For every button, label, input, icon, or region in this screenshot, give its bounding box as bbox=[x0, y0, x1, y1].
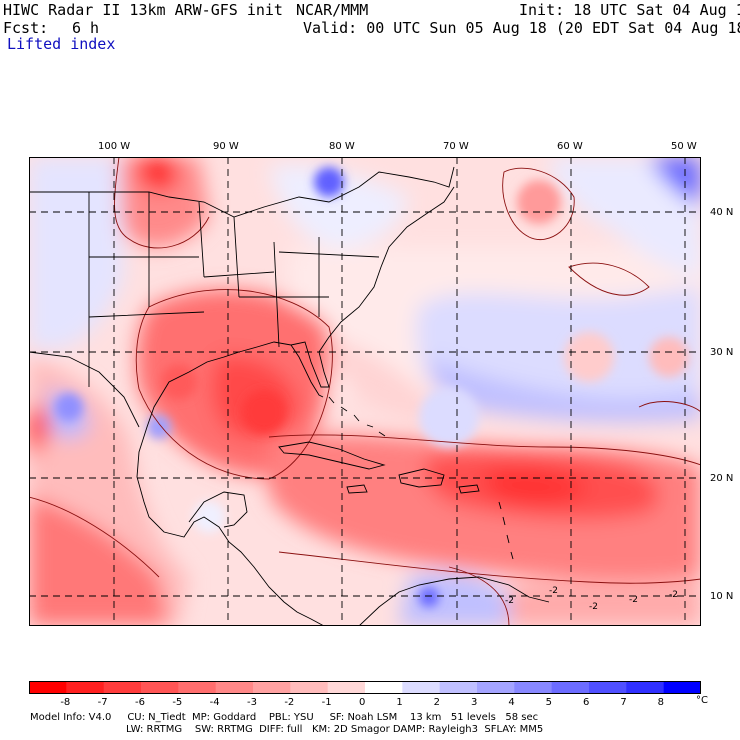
colorbar-swatch bbox=[626, 681, 665, 694]
graticule bbox=[29, 157, 701, 626]
shading-field bbox=[29, 157, 701, 626]
colorbar-unit: °C bbox=[696, 695, 708, 706]
colorbar-swatch bbox=[663, 681, 701, 694]
colorbar-tick-label: -4 bbox=[209, 697, 220, 708]
lat-label-30n: 30 N bbox=[710, 347, 734, 358]
colorbar-swatch bbox=[253, 681, 291, 694]
lon-label-50w: 50 W bbox=[671, 141, 697, 152]
colorbar-swatch bbox=[589, 681, 627, 694]
lat-label-10n: 10 N bbox=[710, 591, 734, 602]
contour-lines bbox=[29, 157, 701, 626]
colorbar-tick-label: -3 bbox=[247, 697, 257, 708]
lat-label-40n: 40 N bbox=[710, 207, 734, 218]
colorbar-swatch bbox=[29, 681, 67, 694]
colorbar-swatch bbox=[402, 681, 441, 694]
colorbar bbox=[29, 681, 701, 694]
colorbar-swatch bbox=[514, 681, 553, 694]
lon-label-70w: 70 W bbox=[443, 141, 469, 152]
colorbar-swatch bbox=[439, 681, 478, 694]
lon-label-90w: 90 W bbox=[213, 141, 239, 152]
shading-detail bbox=[55, 167, 689, 607]
model-title: HIWC Radar II 13km ARW-GFS init bbox=[3, 1, 283, 19]
contour-label: -2 bbox=[629, 595, 638, 605]
colorbar-tick-label: 4 bbox=[508, 697, 515, 708]
colorbar-tick-label: -6 bbox=[135, 697, 145, 708]
colorbar-tick-label: -1 bbox=[321, 697, 332, 708]
lon-label-60w: 60 W bbox=[557, 141, 583, 152]
lifted-index-map: -2 -2 -2 -2 -2 bbox=[29, 157, 701, 626]
colorbar-tick-label: 5 bbox=[545, 697, 553, 708]
colorbar-swatch bbox=[66, 681, 105, 694]
colorbar-tick-label: 8 bbox=[657, 697, 665, 708]
colorbar-swatch bbox=[178, 681, 217, 694]
contour-label: -2 bbox=[669, 590, 678, 600]
colorbar-tick-label: 7 bbox=[620, 697, 627, 708]
colorbar-tick-label: 6 bbox=[583, 697, 590, 708]
contour-label: -2 bbox=[549, 586, 558, 596]
colorbar-swatch bbox=[141, 681, 179, 694]
init-time: Init: 18 UTC Sat 04 Aug 18 bbox=[519, 1, 740, 19]
forecast-hour: 6 h bbox=[72, 19, 100, 37]
map-frame bbox=[29, 157, 701, 626]
forecast-label: Fcst: bbox=[3, 19, 49, 37]
colorbar-swatch bbox=[103, 681, 142, 694]
field-name: Lifted index bbox=[7, 35, 116, 53]
colorbar-tick-label: -5 bbox=[172, 697, 183, 708]
colorbar-tick-label: -2 bbox=[284, 697, 295, 708]
org-label: NCAR/MMM bbox=[296, 1, 369, 19]
colorbar-tick-label: 3 bbox=[471, 697, 478, 708]
lat-label-20n: 20 N bbox=[710, 473, 734, 484]
model-info-line2: LW: RRTMG SW: RRTMG DIFF: full KM: 2D Sm… bbox=[126, 724, 544, 735]
coastlines bbox=[29, 166, 550, 626]
valid-time: Valid: 00 UTC Sun 05 Aug 18 (20 EDT Sat … bbox=[303, 19, 740, 37]
colorbar-swatch bbox=[365, 681, 403, 694]
colorbar-tick-label: 2 bbox=[433, 697, 441, 708]
contour-label: -2 bbox=[589, 602, 598, 612]
colorbar-tick-label: -7 bbox=[97, 697, 108, 708]
lon-label-80w: 80 W bbox=[329, 141, 355, 152]
colorbar-swatch bbox=[327, 681, 366, 694]
colorbar-swatch bbox=[477, 681, 515, 694]
colorbar-swatch bbox=[215, 681, 254, 694]
lon-label-100w: 100 W bbox=[98, 141, 131, 152]
model-info-line1: Model Info: V4.0 CU: N_Tiedt MP: Goddard… bbox=[30, 712, 539, 723]
colorbar-frame bbox=[29, 681, 701, 694]
colorbar-swatch bbox=[290, 681, 329, 694]
contour-labels: -2 -2 -2 -2 -2 bbox=[505, 586, 678, 612]
colorbar-tick-label: 0 bbox=[359, 697, 366, 708]
contour-label: -2 bbox=[505, 596, 514, 606]
colorbar-tick-label: -8 bbox=[60, 697, 71, 708]
colorbar-tick-label: 1 bbox=[396, 697, 403, 708]
colorbar-swatch bbox=[551, 681, 590, 694]
